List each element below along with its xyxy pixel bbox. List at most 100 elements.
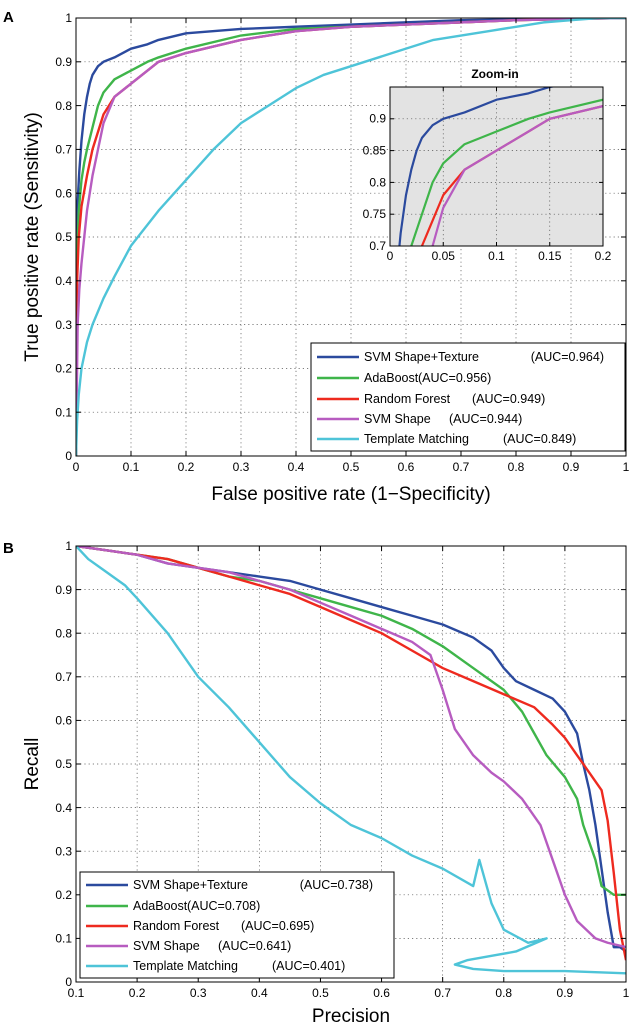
zoom-in-xtick-label-0: 0 <box>387 249 394 263</box>
panel-a-xtick-label-4: 0.4 <box>288 460 305 474</box>
zoom-in-line-svm-shape <box>431 104 603 246</box>
legend-b-auc-random-forest: (AUC=0.695) <box>241 919 314 933</box>
zoom-in-xtick-label-2: 0.1 <box>488 249 505 263</box>
panel-a-xtick-label-0: 0 <box>73 460 80 474</box>
panel-b-xtick-label-4: 0.5 <box>312 986 329 1000</box>
panel-a-xlabel: False positive rate (1−Specificity) <box>211 484 490 505</box>
zoom-in-ticks: 0 0.05 0.1 0.15 0.2 0.7 0.75 0.8 0.85 0.9 <box>363 87 612 263</box>
panel-b-ytick-label-10: 1 <box>65 539 72 553</box>
panel-b-line-template-matching <box>76 546 626 975</box>
zoom-in-line-adaboost <box>410 98 603 246</box>
legend-b-name-template-matching: Template Matching <box>133 959 238 973</box>
zoom-in-title: Zoom-in <box>471 67 518 81</box>
panel-b-ytick-label-3: 0.3 <box>55 844 72 858</box>
panel-a-ticks: 0 0.1 0.2 0.3 0.4 0.5 0.6 0.7 0.8 0.9 1 0 0.1 0.2 0.3 0… <box>55 11 629 474</box>
panel-a-xtick-label-2: 0.2 <box>178 460 195 474</box>
panel-a-legend: SVM Shape+Texture (AUC=0.964) AdaBoost (… <box>310 342 626 452</box>
zoom-in-ytick-label-3: 0.85 <box>363 143 387 157</box>
legend-b-auc-template-matching: (AUC=0.401) <box>272 959 345 973</box>
legend-b-auc-svm-shape: (AUC=0.641) <box>218 939 291 953</box>
panel-a-xtick-label-5: 0.5 <box>343 460 360 474</box>
panel-a-ytick-label-2: 0.2 <box>55 362 72 376</box>
panel-a-ylabel: True positive rate (Sensitivity) <box>22 112 43 362</box>
panel-b-ytick-label-8: 0.8 <box>55 626 72 640</box>
zoom-in-xtick-label-3: 0.15 <box>538 249 562 263</box>
panel-a-line-svm-shape <box>76 18 626 456</box>
panel-a-ytick-label-5: 0.5 <box>55 230 72 244</box>
panel-b-label: B <box>3 540 14 557</box>
panel-b-ytick-label-9: 0.9 <box>55 583 72 597</box>
panel-b-precision-recall-chart: B 0.1 0.2 0.3 0.4 0.5 0.6 0.7 0.8 0.9 100.10.20.3… <box>3 539 630 1027</box>
zoom-in-grid <box>390 87 603 246</box>
panel-a-xtick-label-9: 0.9 <box>563 460 580 474</box>
panel-b-ytick-label-4: 0.4 <box>55 801 72 815</box>
panel-a-legend-box <box>310 342 626 452</box>
panel-b-xtick-label-7: 0.8 <box>495 986 512 1000</box>
zoom-in-ytick-label-0: 0.7 <box>369 239 386 253</box>
panel-b-xtick-label-6: 0.7 <box>434 986 451 1000</box>
panel-a-ytick-label-0: 0 <box>65 449 72 463</box>
panel-b-xtick-label-5: 0.6 <box>373 986 390 1000</box>
zoom-in-xtick-label-1: 0.05 <box>432 249 456 263</box>
panel-a-ytick-label-6: 0.6 <box>55 186 72 200</box>
legend-b-auc-adaboost: (AUC=0.708) <box>187 899 260 913</box>
panel-a-roc-chart: A 0 0.1 0.2 0.3 0.4 0.5 0.6 0.7 0.8 0.9 1 0 0.1 0.2 0.… <box>3 9 630 505</box>
panel-a-xtick-label-10: 1 <box>623 460 630 474</box>
panel-b-xtick-label-2: 0.3 <box>190 986 207 1000</box>
legend-a-name-svm-shape: SVM Shape <box>364 412 431 426</box>
panel-a-line-svm-shape-texture <box>76 18 626 456</box>
legend-b-auc-svm-shape-texture: (AUC=0.738) <box>300 878 373 892</box>
panel-a-xtick-label-8: 0.8 <box>508 460 525 474</box>
panel-b-line-svm-shape <box>76 546 626 949</box>
panel-b-ylabel: Recall <box>22 738 43 791</box>
panel-a-series-lines <box>76 18 626 456</box>
panel-b-ytick-label-6: 0.6 <box>55 714 72 728</box>
panel-b-xtick-label-1: 0.2 <box>129 986 146 1000</box>
legend-a-name-svm-shape-texture: SVM Shape+Texture <box>364 350 479 364</box>
legend-b-name-svm-shape: SVM Shape <box>133 939 200 953</box>
panel-b-ytick-label-1: 0.1 <box>55 932 72 946</box>
panel-a-xtick-label-1: 0.1 <box>123 460 140 474</box>
zoom-in-xtick-label-4: 0.2 <box>595 249 612 263</box>
legend-a-auc-svm-shape: (AUC=0.944) <box>449 412 522 426</box>
panel-b-xtick-label-9: 1 <box>623 986 630 1000</box>
panel-a-ytick-label-8: 0.8 <box>55 99 72 113</box>
panel-a-ytick-label-1: 0.1 <box>55 405 72 419</box>
panel-b-ytick-label-2: 0.2 <box>55 888 72 902</box>
legend-a-auc-svm-shape-texture: (AUC=0.964) <box>531 350 604 364</box>
panel-a-xtick-label-7: 0.7 <box>453 460 470 474</box>
panel-a-ytick-label-9: 0.9 <box>55 55 72 69</box>
zoom-in-line-svm-shape-texture <box>398 87 556 246</box>
panel-b-ytick-label-7: 0.7 <box>55 670 72 684</box>
panel-a-ytick-label-3: 0.3 <box>55 318 72 332</box>
panel-a-xtick-label-3: 0.3 <box>233 460 250 474</box>
legend-a-name-random-forest: Random Forest <box>364 392 451 406</box>
legend-a-auc-adaboost: (AUC=0.956) <box>418 371 491 385</box>
panel-b-legend: SVM Shape+Texture (AUC=0.738) AdaBoost (… <box>79 871 395 979</box>
legend-a-auc-template-matching: (AUC=0.849) <box>503 432 576 446</box>
legend-a-name-adaboost: AdaBoost <box>364 371 419 385</box>
legend-a-auc-random-forest: (AUC=0.949) <box>472 392 545 406</box>
panel-a-ytick-label-7: 0.7 <box>55 143 72 157</box>
panel-b-ticks: 0.1 0.2 0.3 0.4 0.5 0.6 0.7 0.8 0.9 100.10.20.30.… <box>55 539 629 1000</box>
panel-b-xtick-label-3: 0.4 <box>251 986 268 1000</box>
panel-a-xtick-label-6: 0.6 <box>398 460 415 474</box>
panel-b-xtick-label-8: 0.9 <box>557 986 574 1000</box>
legend-b-name-adaboost: AdaBoost <box>133 899 188 913</box>
zoom-in-ytick-label-2: 0.8 <box>369 175 386 189</box>
legend-a-name-template-matching: Template Matching <box>364 432 469 446</box>
zoom-in-ytick-label-1: 0.75 <box>363 207 387 221</box>
panel-b-series-lines <box>76 546 626 975</box>
zoom-in-inset: Zoom-in 0 0.05 0.1 0.15 0.2 0.7 0.75 0.8 0.85 0.9 <box>363 67 612 263</box>
panel-a-label: A <box>3 9 14 26</box>
panel-a-ytick-label-10: 1 <box>65 11 72 25</box>
panel-b-grid <box>76 546 626 982</box>
panel-b-xlabel: Precision <box>312 1006 390 1027</box>
zoom-in-series-lines <box>398 87 603 246</box>
panel-a-ytick-label-4: 0.4 <box>55 274 72 288</box>
zoom-in-ytick-label-4: 0.9 <box>369 112 386 126</box>
panel-a-line-template-matching <box>76 18 626 456</box>
panel-b-ytick-label-0: 0 <box>65 975 72 989</box>
legend-b-name-svm-shape-texture: SVM Shape+Texture <box>133 878 248 892</box>
